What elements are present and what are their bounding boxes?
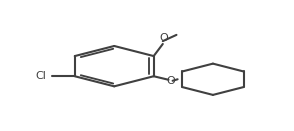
Text: O: O bbox=[159, 33, 168, 43]
Text: Cl: Cl bbox=[35, 71, 46, 81]
Text: O: O bbox=[166, 76, 175, 86]
